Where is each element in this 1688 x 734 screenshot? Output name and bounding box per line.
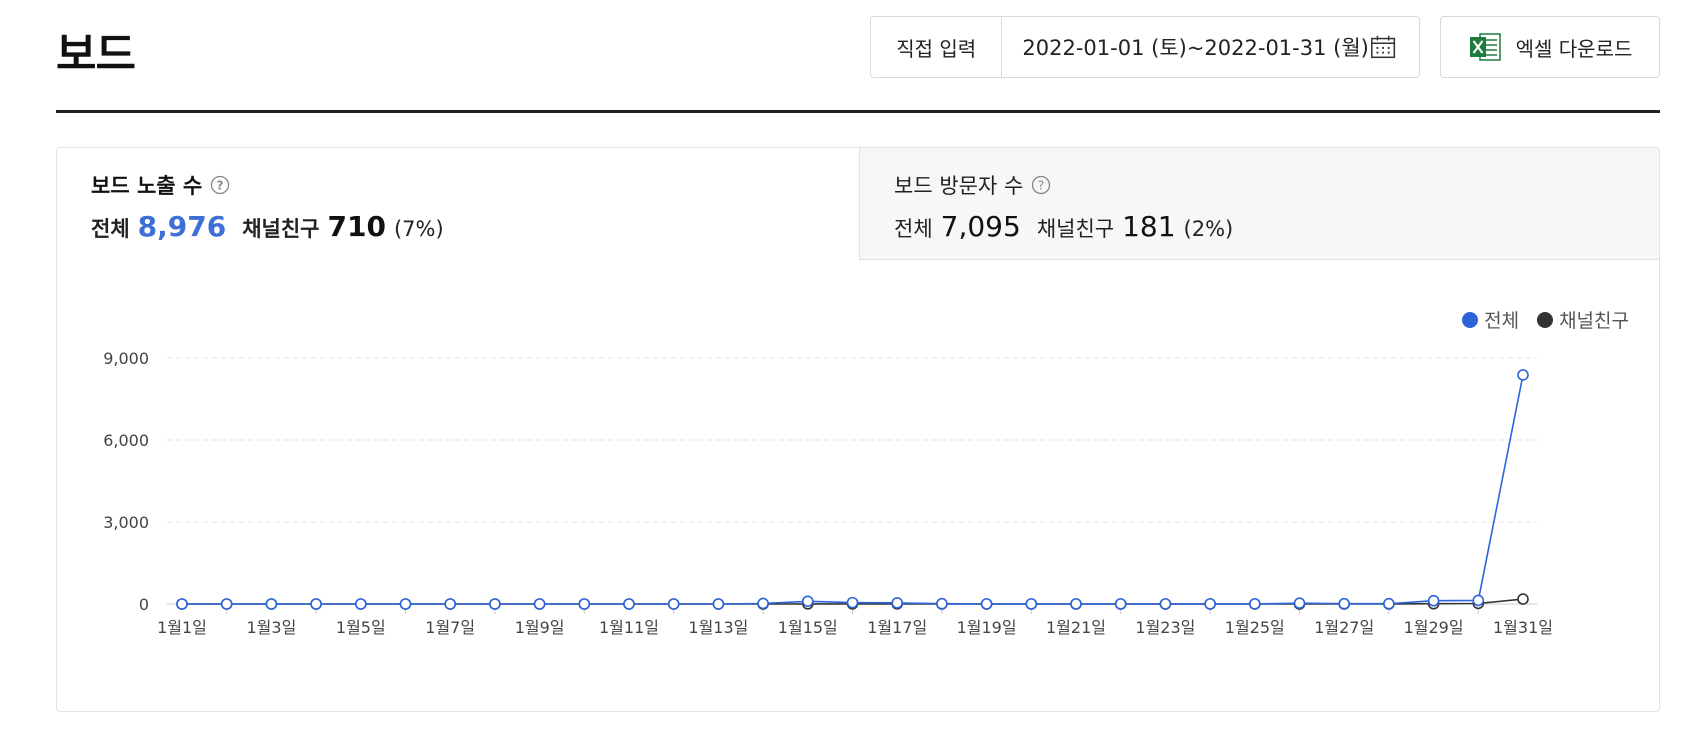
x-tick-label: 1월29일 <box>1404 618 1464 637</box>
x-tick-label: 1월1일 <box>157 618 207 637</box>
data-point-total <box>1204 598 1216 610</box>
data-point-total <box>623 598 635 610</box>
data-point-total <box>354 598 367 610</box>
x-tick-label: 1월25일 <box>1225 618 1285 637</box>
title-divider <box>56 110 1660 113</box>
data-point-total <box>891 597 904 609</box>
date-range-text[interactable]: 2022-01-01 (토)~2022-01-31 (월) <box>1022 36 1369 60</box>
x-tick-label: 1월19일 <box>957 618 1017 637</box>
data-point-total <box>1159 598 1172 610</box>
data-point-total <box>265 598 278 610</box>
x-tick-label: 1월13일 <box>688 618 748 637</box>
svg-text:?: ? <box>217 179 224 193</box>
data-point-total <box>1025 598 1038 610</box>
legend-dot-friend <box>1537 311 1554 328</box>
data-point-total <box>533 598 546 610</box>
legend-dot-total <box>1462 311 1479 328</box>
line-chart: 0 3,000 6,000 9,000 1월1일 1월3일 1월5일 1월7일 1월9일 1월11… <box>103 349 1553 637</box>
x-tick-label: 1월9일 <box>515 618 565 637</box>
excel-download-label: 엑셀 다운로드 <box>1515 36 1633 61</box>
impressions-friend-pct: (7%) <box>393 217 444 241</box>
data-point-total <box>1472 594 1485 607</box>
data-point-total <box>1114 598 1127 610</box>
visitors-total-label: 전체 <box>894 217 933 241</box>
visitors-label: 보드 방문자 수 <box>894 174 1024 198</box>
x-tick-label: 1월7일 <box>425 618 475 637</box>
impressions-total-label: 전체 <box>91 217 130 241</box>
stats-card: 보드 노출 수 ? 전체 8,976 채널친구 710 (7%) 보드 방문자 … <box>56 147 1660 712</box>
x-tick-label: 1월27일 <box>1314 618 1374 637</box>
page-title: 보드 <box>56 29 136 80</box>
x-tick-label: 1월21일 <box>1046 618 1106 637</box>
visitors-friend-pct: (2%) <box>1183 217 1234 241</box>
legend-label-total: 전체 <box>1484 310 1520 332</box>
visitors-total-value: 7,095 <box>940 210 1021 243</box>
x-tick-label: 1월17일 <box>867 618 927 637</box>
data-point-total <box>1293 597 1306 609</box>
data-point-total <box>1383 597 1395 610</box>
y-tick-label: 3,000 <box>103 513 149 532</box>
data-point-friend <box>1517 593 1529 605</box>
visitors-friend-label: 채널친구 <box>1036 217 1115 241</box>
y-tick-label: 0 <box>139 595 149 614</box>
data-point-total <box>1070 598 1082 610</box>
data-point-total <box>1249 598 1261 610</box>
excel-download-button[interactable]: 엑셀 다운로드 <box>1440 16 1660 78</box>
data-point-total <box>220 598 233 610</box>
data-point-total <box>1338 597 1350 610</box>
data-point-total <box>176 598 188 610</box>
legend-label-friend: 채널친구 <box>1559 310 1629 332</box>
impressions-label: 보드 노출 수 <box>91 174 203 198</box>
tab-visitors[interactable]: 보드 방문자 수 ? 전체 7,095 채널친구 181 (2%) <box>859 148 1659 260</box>
x-tick-label: 1월15일 <box>778 618 838 637</box>
data-point-total <box>444 598 457 610</box>
help-icon[interactable]: ? <box>1031 175 1051 195</box>
data-point-total <box>489 598 501 610</box>
data-point-total <box>667 598 680 610</box>
excel-icon <box>1469 33 1501 61</box>
data-point-total <box>712 598 725 610</box>
x-tick-label: 1월23일 <box>1135 618 1195 637</box>
data-point-total <box>801 595 814 608</box>
help-icon[interactable]: ? <box>210 175 230 195</box>
data-point-total <box>1517 369 1529 381</box>
data-point-total <box>1427 594 1440 607</box>
tab-impressions[interactable]: 보드 노출 수 ? 전체 8,976 채널친구 710 (7%) <box>57 148 859 260</box>
legend-item-total[interactable]: 전체 <box>1462 306 1519 333</box>
data-point-total <box>980 598 993 610</box>
impressions-total-value: 8,976 <box>137 210 227 243</box>
calendar-icon[interactable] <box>1369 32 1397 62</box>
data-point-total <box>936 597 948 610</box>
y-tick-label: 9,000 <box>103 349 149 368</box>
impressions-friend-value: 710 <box>327 210 386 243</box>
date-range-picker[interactable]: 직접 입력 2022-01-01 (토)~2022-01-31 (월) <box>870 16 1420 78</box>
date-mode-select[interactable]: 직접 입력 <box>871 17 1003 77</box>
y-tick-label: 6,000 <box>103 431 149 450</box>
x-tick-label: 1월5일 <box>336 618 386 637</box>
data-point-total <box>578 598 591 610</box>
x-tick-label: 1월31일 <box>1493 618 1553 637</box>
svg-text:?: ? <box>1038 179 1044 193</box>
data-point-total <box>399 598 412 610</box>
legend-item-friend[interactable]: 채널친구 <box>1537 306 1629 333</box>
series-line-total <box>182 374 1524 605</box>
chart-legend: 전체 채널친구 <box>1444 306 1629 333</box>
impressions-friend-label: 채널친구 <box>242 217 320 241</box>
x-tick-label: 1월3일 <box>246 618 296 637</box>
data-point-total <box>757 597 769 610</box>
x-tick-label: 1월11일 <box>599 618 659 637</box>
data-point-total <box>310 598 322 610</box>
visitors-friend-value: 181 <box>1122 210 1176 243</box>
data-point-total <box>846 596 859 609</box>
